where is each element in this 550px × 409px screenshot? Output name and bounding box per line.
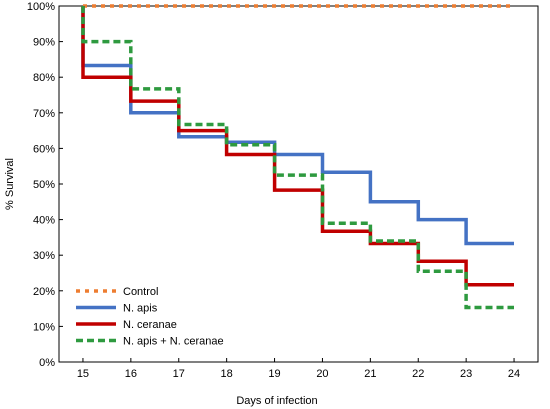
x-tick-label: 24 (508, 368, 520, 380)
y-axis: 0% 10% 20% 30% 40% 50% 60% 70% 80% 90% 100% (27, 1, 63, 369)
x-tick-label: 23 (460, 368, 472, 380)
y-tick-label: 50% (33, 179, 55, 191)
y-axis-title: % Survival (4, 158, 16, 210)
legend-label: Control (123, 286, 158, 298)
x-axis: 15 16 17 18 19 20 21 22 23 24 (77, 358, 520, 380)
y-tick-label: 30% (33, 250, 55, 262)
y-tick-label: 70% (33, 108, 55, 120)
y-tick-label: 20% (33, 286, 55, 298)
x-tick-label: 18 (221, 368, 233, 380)
y-tick-label: 100% (27, 1, 55, 13)
x-tick-label: 21 (364, 368, 376, 380)
plot-frame (58, 5, 539, 363)
series-line-n-ceranae (81, 6, 514, 287)
y-tick-label: 60% (33, 143, 55, 155)
y-tick-label: 90% (33, 37, 55, 49)
y-tick-label: 10% (33, 321, 55, 333)
legend-label: N. apis + N. ceranae (123, 336, 224, 348)
y-tick-label: 80% (33, 72, 55, 84)
legend-label: N. apis (123, 303, 158, 315)
series-layer (81, 4, 514, 310)
y-tick-label: 40% (33, 215, 55, 227)
x-tick-label: 17 (173, 368, 185, 380)
x-axis-title: Days of infection (236, 395, 317, 407)
x-tick-label: 20 (316, 368, 328, 380)
x-tick-label: 19 (268, 368, 280, 380)
legend-label: N. ceranae (123, 319, 177, 331)
x-tick-label: 16 (125, 368, 137, 380)
y-tick-label: 0% (39, 357, 55, 369)
legend: Control N. apis N. ceranae N. apis + N. cer… (76, 286, 224, 348)
series-line-n-apis-n-ceranae (81, 6, 514, 310)
x-tick-label: 15 (77, 368, 89, 380)
x-tick-label: 22 (412, 368, 424, 380)
